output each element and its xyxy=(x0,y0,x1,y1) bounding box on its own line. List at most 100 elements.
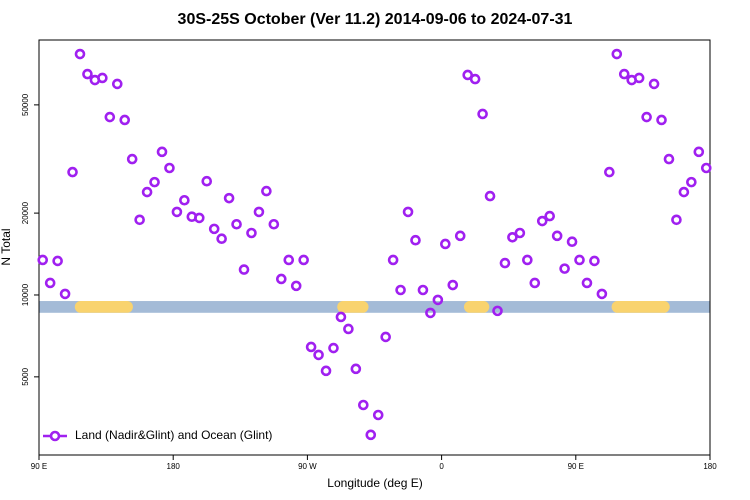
point xyxy=(223,192,235,204)
point xyxy=(641,111,652,123)
point xyxy=(380,331,391,343)
x-axis-label: Longitude (deg E) xyxy=(327,476,422,490)
point xyxy=(372,409,384,421)
legend-marker xyxy=(49,430,61,442)
point xyxy=(499,257,511,269)
point xyxy=(164,162,175,174)
point xyxy=(477,108,488,120)
land-band xyxy=(611,301,670,313)
point xyxy=(305,341,317,353)
point xyxy=(387,254,399,266)
point xyxy=(678,186,690,198)
point xyxy=(432,294,444,306)
point xyxy=(350,363,362,375)
point xyxy=(126,153,138,165)
point xyxy=(425,307,436,319)
point xyxy=(410,234,421,246)
point xyxy=(276,273,287,285)
point xyxy=(700,162,712,174)
point xyxy=(596,288,608,300)
plot-frame xyxy=(38,39,711,456)
x-tick-label: 180 xyxy=(167,462,181,471)
point xyxy=(141,186,153,198)
land-band xyxy=(337,301,369,313)
point xyxy=(74,48,86,60)
point xyxy=(611,48,623,60)
point xyxy=(566,236,578,247)
point xyxy=(268,218,280,230)
point xyxy=(261,185,272,197)
point xyxy=(522,254,533,266)
point xyxy=(633,72,645,84)
point xyxy=(656,114,667,126)
point xyxy=(536,215,548,227)
point xyxy=(551,230,563,242)
point xyxy=(208,223,220,235)
land-band xyxy=(74,301,133,313)
point xyxy=(671,214,682,226)
point xyxy=(417,284,429,296)
x-tick-label: 90 E xyxy=(568,462,584,471)
point xyxy=(589,255,600,267)
ocean-band xyxy=(39,301,710,313)
point xyxy=(544,210,556,222)
point xyxy=(111,78,123,90)
point xyxy=(97,72,108,84)
point xyxy=(67,166,78,178)
point xyxy=(604,166,615,178)
point xyxy=(343,323,354,335)
point xyxy=(134,214,145,226)
point xyxy=(618,68,630,80)
point xyxy=(44,277,56,289)
point xyxy=(283,254,295,266)
point xyxy=(469,73,481,85)
point xyxy=(246,227,257,239)
point xyxy=(216,233,227,245)
point xyxy=(313,349,324,361)
point xyxy=(156,146,168,158)
point xyxy=(358,399,369,411)
x-tick-label: 180 xyxy=(703,462,717,471)
point xyxy=(253,206,265,218)
point xyxy=(484,190,496,202)
point xyxy=(231,218,242,230)
point xyxy=(507,231,518,243)
point xyxy=(402,206,414,218)
point xyxy=(559,263,570,274)
point xyxy=(52,255,63,267)
point xyxy=(104,111,116,123)
point xyxy=(581,277,593,289)
point xyxy=(648,78,660,90)
point xyxy=(447,279,459,291)
point xyxy=(514,227,526,239)
point xyxy=(149,176,160,188)
chart-title: 30S-25S October (Ver 11.2) 2014-09-06 to… xyxy=(178,11,573,28)
point xyxy=(59,288,71,300)
point xyxy=(82,68,93,80)
point xyxy=(193,212,205,224)
land-band xyxy=(463,301,490,313)
point xyxy=(693,146,705,158)
point xyxy=(320,365,332,377)
point xyxy=(238,264,250,275)
point xyxy=(454,230,466,242)
point xyxy=(440,238,451,250)
point xyxy=(298,254,309,266)
point xyxy=(335,311,347,323)
point xyxy=(37,254,49,266)
y-axis-label: N Total xyxy=(0,228,13,265)
point xyxy=(492,305,503,317)
point xyxy=(290,280,302,292)
point xyxy=(663,153,675,165)
point xyxy=(365,429,377,441)
y-tick-label: 50000 xyxy=(21,93,30,116)
point xyxy=(529,277,541,289)
point xyxy=(179,194,190,206)
x-tick-label: 90 W xyxy=(298,462,317,471)
point xyxy=(171,206,183,218)
point xyxy=(119,114,131,126)
legend-label: Land (Nadir&Glint) and Ocean (Glint) xyxy=(75,428,272,442)
y-tick-label: 20000 xyxy=(21,201,30,224)
x-tick-label: 90 E xyxy=(31,462,47,471)
